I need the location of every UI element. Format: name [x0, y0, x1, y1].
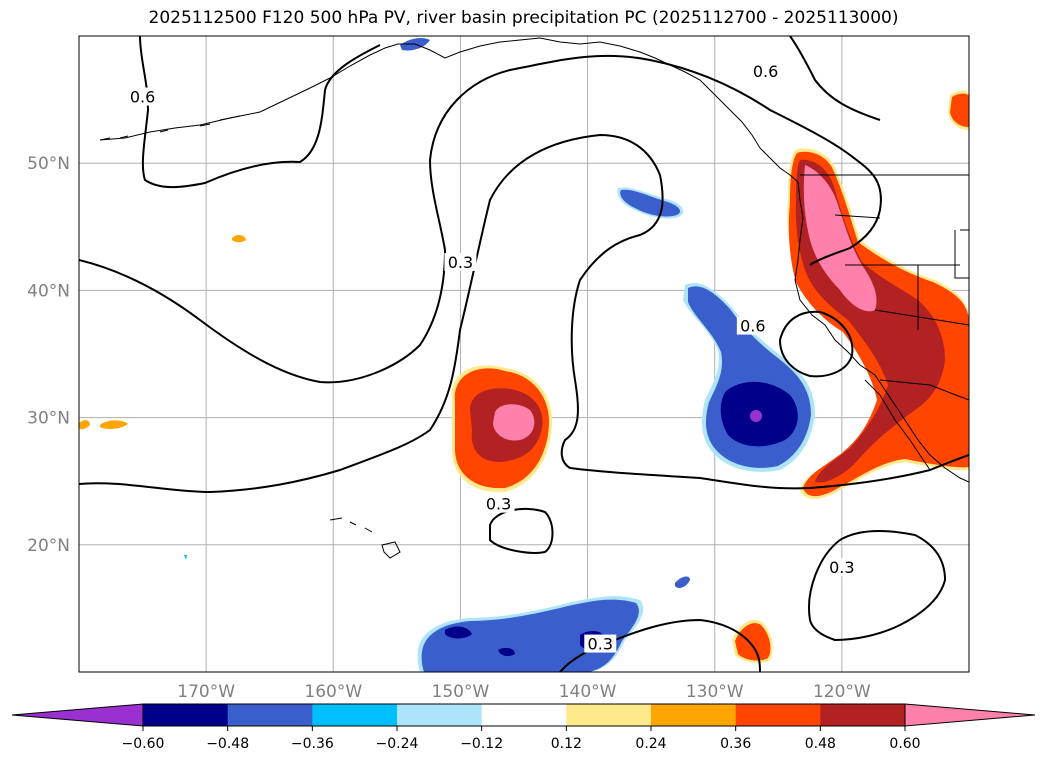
pv-contour-0.6-north	[789, 36, 881, 121]
colorbar-tick-label: 0.48	[805, 736, 836, 752]
colorbar-segment	[481, 704, 567, 726]
pv-contour-0.6-loop	[778, 310, 854, 378]
colorbar-tick-label: 0.12	[551, 736, 582, 752]
pv-contour-label: 0.6	[736, 316, 769, 336]
pv-contour-label-text: 0.3	[448, 253, 473, 272]
colorbar-tick-label: −0.60	[122, 736, 165, 752]
map-background	[79, 36, 969, 672]
chart-title: 2025112500 F120 500 hPa PV, river basin …	[148, 8, 899, 28]
colorbar-frame	[142, 703, 906, 727]
lat-tick-label: 50°N	[27, 154, 70, 174]
pv-contours	[79, 36, 969, 672]
precip-region-small-positive	[79, 234, 773, 663]
pv-contour-label: 0.3	[584, 634, 617, 654]
precip-region-east-pacific-negative	[683, 282, 815, 472]
pv-contour-0.3-loop	[79, 133, 969, 494]
aleutian-islands	[99, 115, 241, 141]
colorbar-tick-label: −0.12	[460, 736, 503, 752]
pv-contour-label-text: 0.6	[130, 88, 155, 107]
alaska-coastline	[99, 37, 799, 183]
pv-contour-labels: 0.6 0.3 0.3 0.6 0.6 0.3 0.3	[126, 62, 858, 654]
lat-tick-label: 40°N	[27, 281, 70, 301]
precip-region-west-coast	[787, 90, 969, 499]
colorbar-tick-label: −0.36	[291, 736, 334, 752]
latitude-labels: 20°N 30°N 40°N 50°N	[27, 154, 70, 556]
lon-tick-label: 170°W	[177, 682, 235, 702]
colorbar-segment	[651, 704, 737, 726]
pv-contour-label: 0.3	[482, 494, 515, 514]
colorbar-tick-label: −0.48	[206, 736, 249, 752]
state-borders	[834, 214, 969, 330]
pv-contour-label: 0.3	[444, 253, 477, 272]
colorbar-tick-label: −0.24	[376, 736, 419, 752]
precipitation-pc-fill	[79, 37, 969, 672]
pv-contour-label-text: 0.3	[829, 558, 854, 577]
colorbar-segment	[397, 704, 483, 726]
pv-contour-0.3-large	[79, 54, 882, 384]
colorbar-tick-label: 0.60	[889, 736, 920, 752]
colorbar-extend-max	[904, 703, 1036, 727]
pv-contour-0.6-northwest	[139, 36, 381, 189]
lat-tick-label: 30°N	[27, 409, 70, 429]
colorbar-segment	[312, 704, 398, 726]
precip-region-tropical-negative	[417, 576, 690, 672]
lat-tick-label: 20°N	[27, 536, 70, 556]
pv-contour-label-text: 0.3	[486, 495, 511, 514]
colorbar-segment	[227, 704, 313, 726]
lon-tick-label: 150°W	[432, 682, 490, 702]
lon-tick-label: 120°W	[813, 682, 871, 702]
pv-contour-label-text: 0.6	[753, 62, 778, 81]
pv-contour-0.3-east	[808, 530, 947, 642]
lon-tick-label: 140°W	[559, 682, 617, 702]
colorbar: −0.60 −0.48 −0.36 −0.24 −0.12 0.12 0.24 0.36 0.4…	[11, 703, 1036, 752]
precip-region-hawaii-ne	[451, 365, 552, 493]
colorbar-segment	[566, 704, 652, 726]
us-mexico-border	[879, 379, 969, 401]
baja-coastline	[864, 379, 931, 471]
colorbar-extend-min	[11, 703, 144, 727]
colorbar-segment	[735, 704, 821, 726]
pv-contour-label-text: 0.3	[588, 635, 613, 654]
precip-region-gulf-alaska-negative	[400, 37, 684, 219]
longitude-labels: 170°W 160°W 150°W 140°W 130°W 120°W	[177, 682, 871, 702]
colorbar-segment	[143, 704, 229, 726]
lon-tick-label: 160°W	[304, 682, 362, 702]
pv-contour-label-text: 0.6	[740, 317, 765, 336]
north-america-coastline	[794, 181, 969, 483]
coastlines	[99, 37, 969, 559]
map-frame	[78, 35, 970, 673]
lon-tick-label: 130°W	[686, 682, 744, 702]
hawaii-islands	[329, 517, 401, 559]
pv-contour-label: 0.6	[126, 87, 159, 107]
colorbar-segment	[820, 704, 906, 726]
pv-contour-label: 0.3	[825, 558, 858, 577]
colorbar-tick-label: 0.24	[635, 736, 666, 752]
pv-contour-label: 0.6	[749, 62, 782, 81]
colorbar-tick-label: 0.36	[720, 736, 751, 752]
